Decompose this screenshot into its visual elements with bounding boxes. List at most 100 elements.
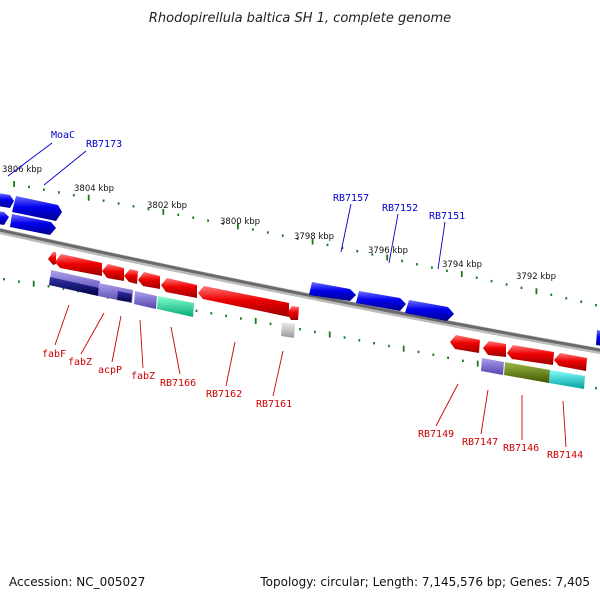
gene-reverse[interactable] xyxy=(450,335,480,353)
minor-tick xyxy=(28,185,30,189)
map-title: Rhodopirellula baltica SH 1, complete ge… xyxy=(149,11,451,26)
major-tick xyxy=(162,208,165,215)
scale-label-3796: 3796 kbp xyxy=(368,246,408,256)
minor-tick xyxy=(358,339,361,342)
major-tick xyxy=(386,254,389,261)
minor-tick xyxy=(281,234,284,237)
minor-tick xyxy=(432,353,435,356)
major-tick xyxy=(311,238,314,245)
feature-bar[interactable] xyxy=(117,291,132,302)
leader-line xyxy=(170,326,181,375)
label-rb7166: RB7166 xyxy=(160,378,196,389)
gene-reverse[interactable] xyxy=(198,286,289,317)
upper-scale: 3806 kbp 3804 kbp 3802 kbp 3800 kbp 3798… xyxy=(2,165,597,307)
minor-tick xyxy=(117,202,120,205)
minor-tick xyxy=(299,328,301,331)
minor-tick xyxy=(417,350,420,354)
leader-line xyxy=(272,350,284,397)
minor-tick xyxy=(341,246,344,250)
minor-tick xyxy=(43,188,45,191)
minor-tick xyxy=(401,259,403,263)
gene-forward[interactable] xyxy=(0,211,9,225)
feature-bar[interactable] xyxy=(549,370,585,389)
gene-forward[interactable] xyxy=(405,300,454,321)
minor-tick xyxy=(18,280,20,283)
gene-forward[interactable] xyxy=(596,330,600,346)
genome-backbone-core xyxy=(0,228,600,352)
major-tick xyxy=(13,181,15,187)
feature-bar[interactable] xyxy=(134,291,157,309)
gene-reverse[interactable] xyxy=(138,272,160,289)
minor-tick xyxy=(595,387,597,390)
leader-line xyxy=(80,312,105,355)
label-rb7144: RB7144 xyxy=(547,450,583,461)
minor-tick xyxy=(222,222,224,225)
scale-label-3800: 3800 kbp xyxy=(220,217,260,227)
minor-tick xyxy=(72,194,75,197)
genome-summary-text: Topology: circular; Length: 7,145,576 bp… xyxy=(259,575,590,589)
minor-tick xyxy=(446,269,448,273)
gene-reverse[interactable] xyxy=(102,264,124,281)
gene-forward[interactable] xyxy=(0,193,14,208)
minor-tick xyxy=(520,286,523,290)
gene-forward[interactable] xyxy=(356,291,406,311)
gene-reverse[interactable] xyxy=(161,278,197,298)
label-rb7162: RB7162 xyxy=(206,389,242,400)
feature-bar[interactable] xyxy=(504,362,550,383)
minor-tick xyxy=(225,314,227,318)
major-tick xyxy=(87,194,90,201)
label-rb7147: RB7147 xyxy=(462,437,498,448)
major-tick xyxy=(402,345,405,352)
minor-tick xyxy=(343,336,346,339)
forward-gene-labels: MoaC RB7173 RB7157 RB7152 RB7151 xyxy=(7,130,465,270)
label-rb7157: RB7157 xyxy=(333,193,369,204)
minor-tick xyxy=(252,228,254,231)
minor-tick xyxy=(207,219,209,222)
minor-tick xyxy=(3,278,5,281)
minor-tick xyxy=(296,237,299,240)
label-rb7152: RB7152 xyxy=(382,203,418,214)
minor-tick xyxy=(371,253,374,256)
label-fabz-1: fabZ xyxy=(68,357,92,368)
major-tick xyxy=(32,280,35,287)
gene-reverse[interactable] xyxy=(124,269,138,284)
gene-reverse[interactable] xyxy=(287,306,299,320)
minor-tick xyxy=(177,213,180,216)
feature-bar[interactable] xyxy=(157,296,194,317)
gene-reverse[interactable] xyxy=(55,254,102,276)
scale-label-3804: 3804 kbp xyxy=(74,184,114,194)
minor-tick xyxy=(210,312,213,315)
leader-line xyxy=(111,315,122,363)
gene-forward[interactable] xyxy=(10,214,56,235)
upper-scale-ticks xyxy=(13,181,597,307)
leader-line xyxy=(388,213,399,264)
minor-tick xyxy=(490,279,493,283)
gene-reverse[interactable] xyxy=(48,252,56,265)
label-fabf: fabF xyxy=(42,349,66,360)
label-rb7146: RB7146 xyxy=(503,443,539,454)
label-fabz-2: fabZ xyxy=(131,371,155,382)
leader-line xyxy=(480,389,489,435)
gene-reverse[interactable] xyxy=(507,345,554,365)
reverse-gene-labels: fabF fabZ acpP fabZ RB7166 RB7162 RB7161… xyxy=(42,304,583,461)
feature-bar[interactable] xyxy=(281,322,295,338)
reverse-strand-genes xyxy=(48,252,587,371)
minor-tick xyxy=(326,243,329,247)
gene-reverse[interactable] xyxy=(554,353,587,371)
feature-bar[interactable] xyxy=(481,358,504,375)
minor-tick xyxy=(580,300,583,303)
gene-reverse[interactable] xyxy=(483,341,506,357)
feature-bars xyxy=(49,270,585,389)
major-tick xyxy=(535,288,538,295)
feature-bar[interactable] xyxy=(49,277,99,296)
leader-line xyxy=(7,142,53,177)
gene-forward[interactable] xyxy=(12,196,62,221)
gene-forward[interactable] xyxy=(309,282,356,301)
leader-line xyxy=(435,383,459,427)
accession-text: Accession: NC_005027 xyxy=(9,575,145,589)
minor-tick xyxy=(356,250,359,253)
major-tick xyxy=(328,331,331,338)
leader-line xyxy=(43,150,87,186)
